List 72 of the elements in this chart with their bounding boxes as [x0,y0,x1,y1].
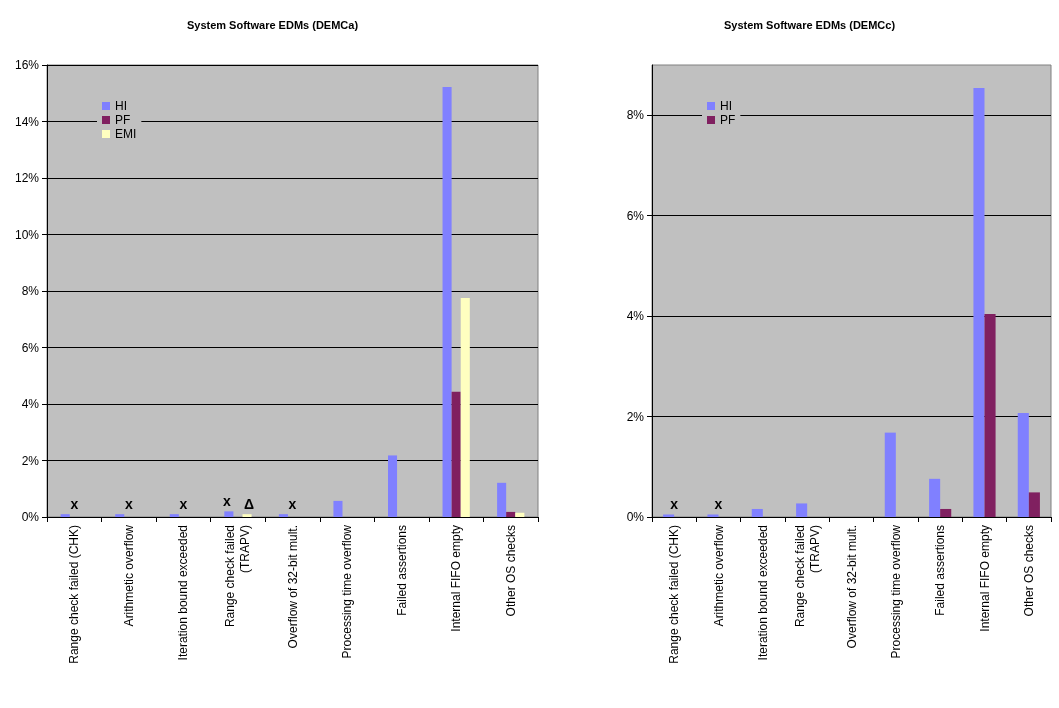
bar [796,503,808,517]
bar [169,514,179,517]
y-tick-label: 2% [626,409,645,424]
annotation: Δ [243,496,254,513]
bar [60,514,70,517]
bar [940,508,952,517]
legend-label: PF [720,113,736,127]
annotation: x [223,493,232,510]
bar [984,314,996,517]
y-tick-label: 8% [21,284,40,298]
legend-label: HI [720,99,732,113]
x-tick-label: Iteration bound exceeded [755,525,770,661]
y-tick-label: 4% [21,397,40,411]
annotation: x [288,496,297,513]
x-tick-label: Processing time overflow [340,524,355,659]
chart-title: System Software EDMs (DEMCc) [723,18,896,31]
bar [929,478,941,517]
annotation: x [714,496,723,513]
bar [224,511,234,517]
x-tick-label: Internal FIFO empty [977,525,992,632]
bar [506,511,516,517]
annotation: x [70,496,79,513]
bar [451,391,461,517]
bar [1028,492,1040,517]
y-tick-label: 10% [14,227,40,242]
x-tick-label: Range check failed (TRAPV) [223,525,253,628]
annotation: x [124,496,133,513]
x-tick-label: Other OS checks [503,525,518,617]
bar [663,514,675,517]
legend-label: HI [115,99,127,113]
bar [242,514,252,517]
legend-label: PF [115,113,131,127]
x-tick-label: Other OS checks [1021,525,1036,617]
bar [333,500,343,517]
bar [460,298,470,517]
y-tick-label: 16% [14,58,40,72]
y-tick-label: 12% [14,171,40,185]
bar [278,514,288,517]
y-tick-label: 0% [21,510,40,524]
bar [751,508,763,517]
x-tick-label: Arithmetic overflow [711,524,726,627]
y-tick-label: 0% [626,510,645,524]
bar [707,514,719,517]
y-tick-label: 14% [14,114,40,129]
annotation: x [179,496,188,513]
bar [973,88,985,517]
x-tick-label: Iteration bound exceeded [176,525,191,661]
legend-label: EMI [115,127,137,141]
x-tick-label: Overflow of 32-bit mult. [844,525,859,649]
y-tick-label: 2% [21,453,40,468]
x-tick-label: Arithmetic overflow [121,524,136,627]
x-tick-label: Failed assertions [394,525,409,616]
y-tick-label: 8% [626,108,645,123]
y-tick-label: 6% [626,208,645,223]
x-tick-label: Processing time overflow [888,524,903,659]
bar [442,87,452,517]
y-tick-label: 4% [626,309,645,324]
bar [884,432,896,517]
chart-title: System Software EDMs (DEMCa) [186,18,359,31]
x-tick-label: Failed assertions [933,525,948,616]
bar [1017,413,1029,517]
x-tick-label: Internal FIFO empty [449,525,464,632]
x-tick-label: Overflow of 32-bit mult. [285,525,300,649]
y-tick-label: 6% [21,340,40,355]
bar [515,512,525,517]
x-tick-label: Range check failed (CHK) [67,525,82,664]
annotation: x [670,496,679,513]
bar [497,482,507,517]
x-tick-label: Range check failed (TRAPV) [792,525,822,628]
bar [387,455,398,517]
x-tick-label: Range check failed (CHK) [667,525,682,664]
bar [115,514,125,517]
